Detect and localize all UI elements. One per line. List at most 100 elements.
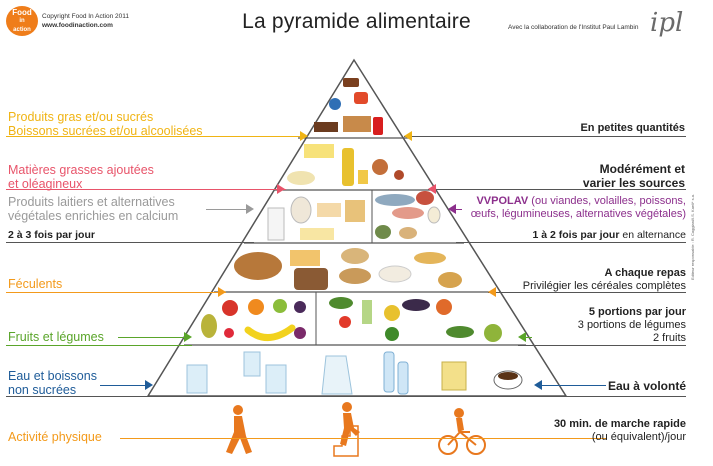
candy-icon bbox=[329, 98, 341, 110]
sweets-line-left bbox=[6, 136, 306, 137]
sweets-line-right bbox=[404, 136, 686, 137]
grapes-icon bbox=[294, 327, 306, 339]
cheese-spread-icon bbox=[287, 171, 315, 185]
copyright-block: Copyright Food In Action 2011 www.foodin… bbox=[42, 12, 129, 30]
water-advice: Eau à volonté bbox=[607, 379, 686, 393]
fats-line-right bbox=[428, 189, 686, 190]
page-title: La pyramide alimentaire bbox=[242, 10, 471, 33]
dairy-arrow bbox=[246, 204, 254, 214]
fruitveg-pointer-line-right bbox=[526, 337, 532, 338]
leek-icon bbox=[362, 300, 372, 324]
gummy-bear-icon bbox=[354, 92, 368, 104]
apple-icon bbox=[222, 300, 238, 316]
brownie-icon bbox=[314, 122, 338, 132]
butter-icon bbox=[304, 144, 334, 158]
lentils-icon bbox=[399, 227, 417, 239]
fish-icon bbox=[375, 194, 415, 206]
collaboration-text: Avec la collaboration de l'Institut Paul… bbox=[508, 24, 639, 31]
plum-icon bbox=[294, 301, 306, 313]
starch-line-right bbox=[488, 292, 686, 293]
sweets-arrow-left bbox=[300, 131, 308, 141]
dairy-label: Produits laitiers et alternatives végéta… bbox=[8, 195, 179, 223]
sweets-label: Produits gras et/ou sucrés Boissons sucr… bbox=[8, 110, 203, 138]
stairs-climber-icon bbox=[333, 402, 360, 457]
starch-advice: A chaque repas Privilégier les céréales … bbox=[522, 267, 686, 292]
water-pointer-line-right bbox=[540, 385, 606, 386]
cereals-icon bbox=[438, 272, 462, 288]
protein-label: VVPOLAV (ou viandes, volailles, poissons… bbox=[470, 195, 686, 220]
water-label: Eau et boissons non sucrées bbox=[8, 369, 97, 397]
orange-icon bbox=[248, 299, 264, 315]
water-tap-glass-icon bbox=[186, 364, 208, 394]
starch-illustration bbox=[234, 248, 462, 290]
dairy-illustration bbox=[267, 196, 365, 241]
water-bottle-2-icon bbox=[397, 361, 409, 395]
starch-line-left bbox=[6, 292, 226, 293]
meat-icon bbox=[416, 191, 434, 205]
cheese-wedge-icon bbox=[300, 228, 334, 240]
protein-pointer-line bbox=[456, 209, 462, 210]
fruits-illustration bbox=[201, 299, 306, 341]
coffee-icon bbox=[498, 372, 518, 380]
pasta-icon bbox=[414, 252, 446, 264]
carrots-icon bbox=[436, 299, 452, 315]
cabbage-icon bbox=[484, 324, 502, 342]
chocolate-icon bbox=[343, 78, 359, 87]
pear-icon bbox=[201, 314, 217, 338]
food-in-action-logo: Food in action bbox=[6, 6, 38, 36]
copyright-text: Copyright Food In Action 2011 bbox=[42, 13, 129, 20]
sweets-arrow-right bbox=[404, 131, 412, 141]
fats-illustration bbox=[287, 144, 404, 186]
fats-line-left bbox=[6, 189, 286, 190]
rice-bowl-icon bbox=[378, 265, 412, 283]
sweets-illustration bbox=[314, 78, 383, 135]
fruitveg-label: Fruits et légumes bbox=[8, 330, 104, 344]
protein-frequency: 1 à 2 fois par jour en alternance bbox=[532, 229, 686, 241]
water-base-line bbox=[6, 396, 686, 397]
protein-illustration bbox=[375, 191, 441, 239]
starch-arrow-right bbox=[488, 287, 496, 297]
potato-icon bbox=[341, 248, 369, 264]
protein-arrow bbox=[448, 204, 456, 214]
website-link[interactable]: www.foodinaction.com bbox=[42, 22, 113, 29]
fruitveg-line-left bbox=[6, 345, 192, 346]
water-jug-icon bbox=[321, 355, 353, 395]
fruitveg-pointer-line bbox=[118, 337, 184, 338]
fats-arrow-right bbox=[428, 184, 436, 194]
water-glass-2-icon bbox=[265, 364, 287, 394]
starch-label: Féculents bbox=[8, 277, 63, 291]
milk-bottle-icon bbox=[290, 196, 312, 224]
cucumber-icon bbox=[329, 297, 353, 309]
fats-label: Matières grasses ajoutées et oléagineux bbox=[8, 163, 154, 191]
bread-loaf-icon bbox=[234, 252, 282, 280]
almond-icon bbox=[394, 170, 404, 180]
activity-advice: 30 min. de marche rapide (ou équivalent)… bbox=[553, 418, 686, 443]
zucchini-icon bbox=[446, 326, 474, 338]
strawberry-icon bbox=[224, 328, 234, 338]
legumes-icon bbox=[375, 225, 391, 239]
nuts-icon bbox=[372, 159, 388, 175]
fruitveg-line-right bbox=[518, 345, 686, 346]
walking-person-icon bbox=[226, 405, 252, 454]
yogurt-pot-icon bbox=[345, 200, 365, 222]
fruitveg-advice: 5 portions par jour 3 portions de légume… bbox=[577, 306, 686, 344]
fruitveg-arrow-left bbox=[184, 332, 192, 342]
kiwi-icon bbox=[273, 299, 287, 313]
water-pointer-line-left bbox=[100, 385, 148, 386]
egg-icon bbox=[427, 206, 441, 224]
tea-glass-icon bbox=[441, 361, 467, 391]
tomato-icon bbox=[339, 316, 351, 328]
water-glass-icon bbox=[243, 351, 261, 377]
vegetables-illustration bbox=[329, 297, 502, 342]
salmon-icon bbox=[392, 207, 424, 219]
ipl-logo: ipl bbox=[650, 8, 684, 38]
activity-label: Activité physique bbox=[8, 430, 102, 444]
soda-can-icon bbox=[373, 117, 383, 135]
oil-bottle-icon bbox=[342, 148, 354, 186]
cheese-icon bbox=[317, 203, 341, 217]
fats-advice: Modérément et varier les sources bbox=[582, 162, 685, 190]
broccoli-icon bbox=[385, 327, 399, 341]
wholegrain-bread-icon bbox=[294, 268, 328, 290]
water-arrow-left bbox=[145, 380, 153, 390]
dairy-line-left bbox=[6, 242, 254, 243]
